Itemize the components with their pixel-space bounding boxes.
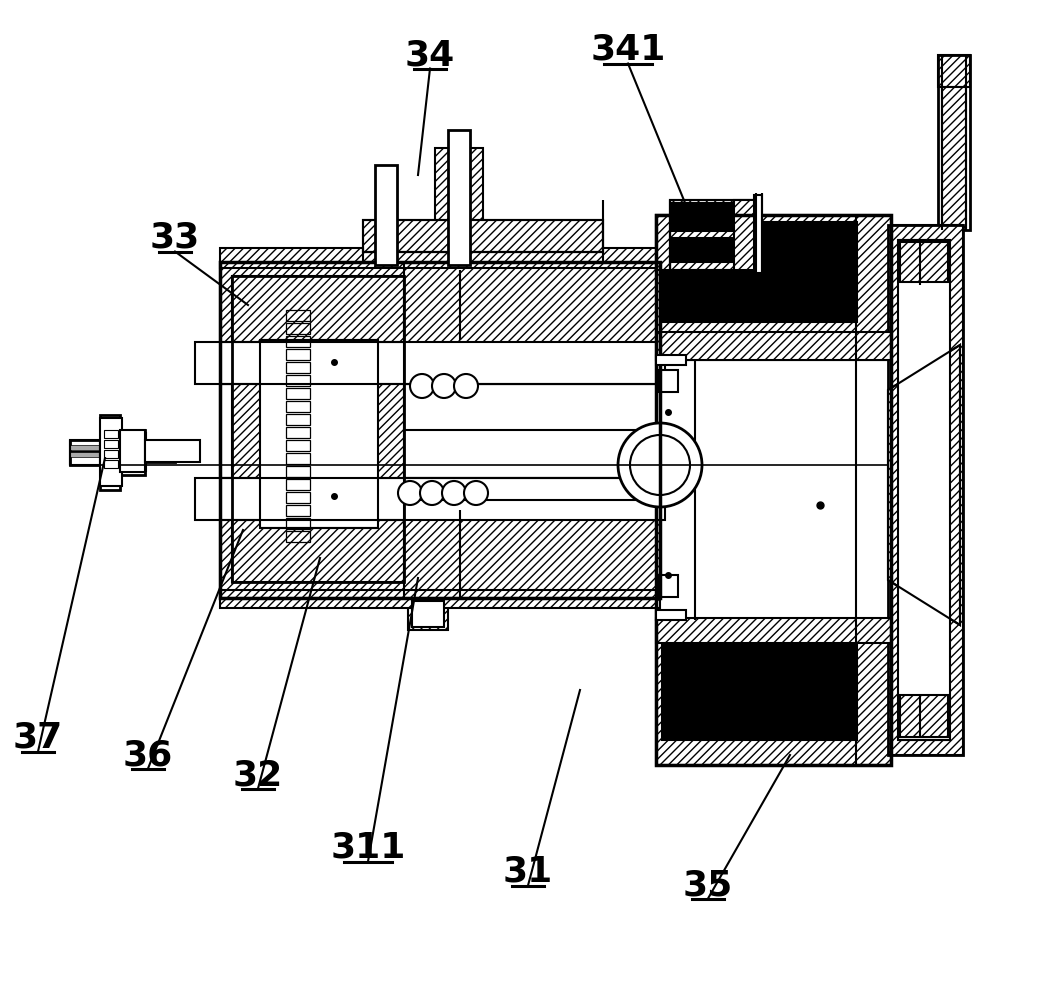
Bar <box>104 450 118 458</box>
Bar <box>195 478 665 520</box>
Bar <box>363 220 603 252</box>
Bar <box>952 225 960 255</box>
Bar <box>672 238 734 262</box>
Bar <box>101 418 122 486</box>
Circle shape <box>464 481 488 505</box>
Text: 37: 37 <box>13 721 63 755</box>
Bar <box>286 531 310 542</box>
Bar <box>286 492 310 503</box>
Bar <box>938 55 970 87</box>
Bar <box>658 370 678 392</box>
Bar <box>656 215 891 360</box>
Bar <box>232 276 404 582</box>
Bar <box>122 433 146 471</box>
Bar <box>104 440 118 448</box>
Bar <box>220 590 660 608</box>
Bar <box>656 610 686 620</box>
Circle shape <box>454 374 478 398</box>
Text: 31: 31 <box>503 855 553 889</box>
Bar <box>672 203 734 231</box>
Circle shape <box>442 481 466 505</box>
Circle shape <box>432 374 456 398</box>
Text: 311: 311 <box>330 831 405 865</box>
Bar <box>938 55 970 230</box>
Bar <box>286 518 310 529</box>
Bar <box>662 222 857 322</box>
Bar <box>220 248 660 268</box>
Bar <box>70 452 101 457</box>
Bar <box>286 349 310 360</box>
Bar <box>286 323 310 334</box>
Bar <box>408 598 448 630</box>
Bar <box>286 505 310 516</box>
Bar <box>220 262 660 598</box>
Bar <box>70 445 101 450</box>
Bar <box>900 242 948 282</box>
Bar <box>286 453 310 464</box>
Bar <box>754 195 762 273</box>
Bar <box>120 430 144 472</box>
Bar <box>658 575 678 597</box>
Bar <box>286 466 310 477</box>
Circle shape <box>398 481 422 505</box>
Bar <box>286 401 310 412</box>
Bar <box>286 440 310 451</box>
Bar <box>232 276 404 582</box>
Bar <box>670 200 760 270</box>
Text: 36: 36 <box>122 738 173 772</box>
Bar <box>898 240 950 740</box>
Text: 34: 34 <box>405 38 455 72</box>
Text: 341: 341 <box>591 33 666 67</box>
Bar <box>435 148 483 266</box>
Bar <box>942 87 966 227</box>
Bar <box>286 375 310 386</box>
Bar <box>656 215 891 765</box>
Bar <box>286 388 310 399</box>
Text: 35: 35 <box>683 868 733 902</box>
Circle shape <box>410 374 435 398</box>
Bar <box>888 225 963 755</box>
Bar <box>656 360 891 620</box>
Bar <box>375 165 397 265</box>
Bar <box>286 362 310 373</box>
Bar <box>888 225 963 755</box>
Bar <box>670 200 760 270</box>
Bar <box>144 440 200 462</box>
Bar <box>104 430 118 438</box>
Polygon shape <box>888 345 960 625</box>
Bar <box>286 427 310 438</box>
Bar <box>195 342 665 384</box>
Bar <box>260 340 378 528</box>
Bar <box>363 220 603 252</box>
Bar <box>656 618 891 643</box>
Bar <box>448 130 470 265</box>
Bar <box>70 440 101 465</box>
Bar <box>286 310 310 321</box>
Circle shape <box>630 435 690 495</box>
Polygon shape <box>70 415 175 490</box>
Text: 33: 33 <box>150 221 200 255</box>
Bar <box>656 620 891 765</box>
Circle shape <box>618 423 701 507</box>
Text: 32: 32 <box>232 758 283 792</box>
Bar <box>656 332 891 360</box>
Bar <box>286 414 310 425</box>
Bar <box>220 262 660 350</box>
Bar <box>413 601 444 627</box>
Bar <box>734 200 760 270</box>
Bar <box>656 215 670 270</box>
Bar <box>900 695 948 737</box>
Bar <box>220 384 660 478</box>
Bar <box>662 640 857 740</box>
Circle shape <box>420 481 444 505</box>
Bar <box>286 479 310 490</box>
Bar <box>286 336 310 347</box>
Bar <box>104 460 118 468</box>
Bar <box>220 510 660 598</box>
Bar <box>656 355 686 365</box>
